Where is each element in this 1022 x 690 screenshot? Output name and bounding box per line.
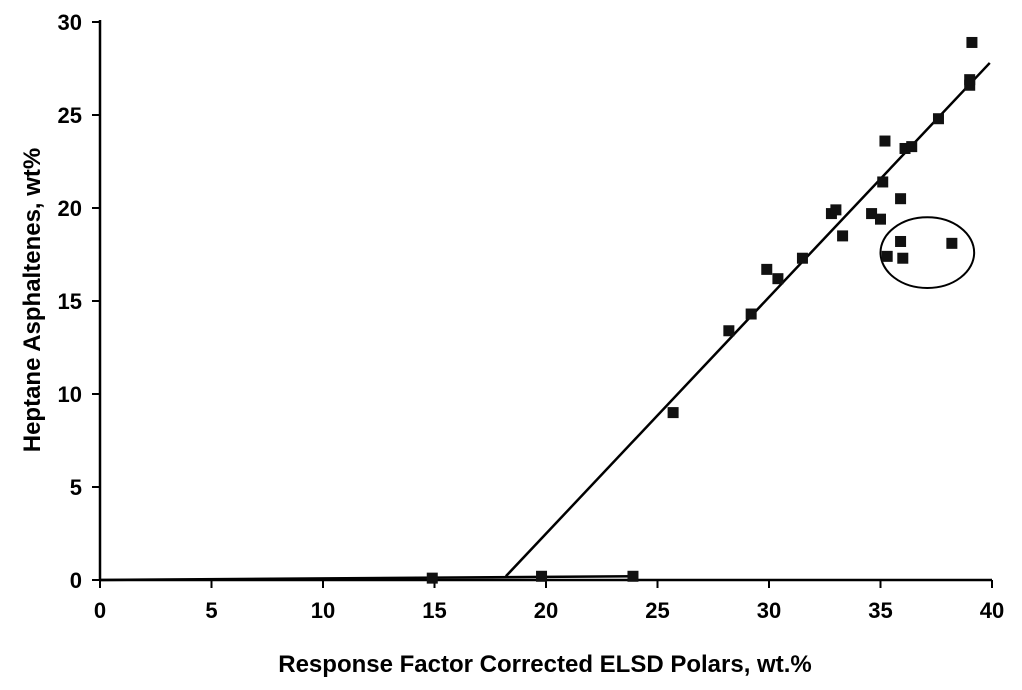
data-point: [796, 252, 808, 264]
data-point: [627, 570, 639, 582]
x-tick-label: 30: [757, 598, 781, 623]
y-tick-label: 5: [70, 475, 82, 500]
y-axis-title: Heptane Asphaltenes, wt%: [19, 148, 46, 453]
data-point: [830, 204, 842, 216]
data-point: [897, 252, 909, 264]
x-axis-title: Response Factor Corrected ELSD Polars, w…: [278, 651, 811, 678]
x-tick-label: 5: [205, 598, 217, 623]
fit-line-2: [504, 62, 991, 578]
data-point: [964, 79, 976, 91]
data-point: [723, 325, 735, 337]
data-point: [426, 572, 438, 584]
data-point: [877, 176, 889, 188]
data-point: [879, 135, 891, 147]
y-tick-label: 15: [58, 289, 82, 314]
data-point: [895, 235, 907, 247]
data-point: [906, 141, 918, 153]
y-tick-label: 30: [58, 10, 82, 35]
x-tick-label: 35: [868, 598, 892, 623]
data-points: [426, 36, 978, 584]
data-point: [745, 308, 757, 320]
annotations: [879, 216, 976, 289]
x-tick-label: 0: [94, 598, 106, 623]
outlier-ellipse: [879, 216, 976, 289]
y-tick-label: 10: [58, 382, 82, 407]
data-point: [964, 74, 976, 86]
data-point: [837, 230, 849, 242]
tick-labels: 0 5 10 15 20 25 30 35 40 0 5 10 15 20 25 30: [58, 10, 1005, 623]
data-point: [772, 273, 784, 285]
x-tick-label: 15: [422, 598, 446, 623]
x-tick-label: 20: [534, 598, 558, 623]
y-tick-label: 20: [58, 196, 82, 221]
data-point: [966, 36, 978, 48]
data-point: [946, 237, 958, 249]
data-point: [875, 213, 886, 225]
data-point: [866, 208, 878, 220]
fit-lines: [99, 62, 991, 582]
x-tick-label: 40: [980, 598, 1004, 623]
data-point: [899, 142, 911, 154]
data-point: [881, 250, 893, 262]
x-tick-label: 10: [311, 598, 335, 623]
axes: [92, 20, 993, 588]
data-point: [932, 113, 944, 125]
x-tick-label: 25: [645, 598, 669, 623]
data-point: [667, 407, 679, 419]
y-tick-label: 25: [58, 103, 82, 128]
data-point: [895, 193, 907, 205]
y-tick-label: 0: [70, 568, 82, 593]
data-point: [761, 263, 773, 275]
data-point: [536, 570, 548, 582]
